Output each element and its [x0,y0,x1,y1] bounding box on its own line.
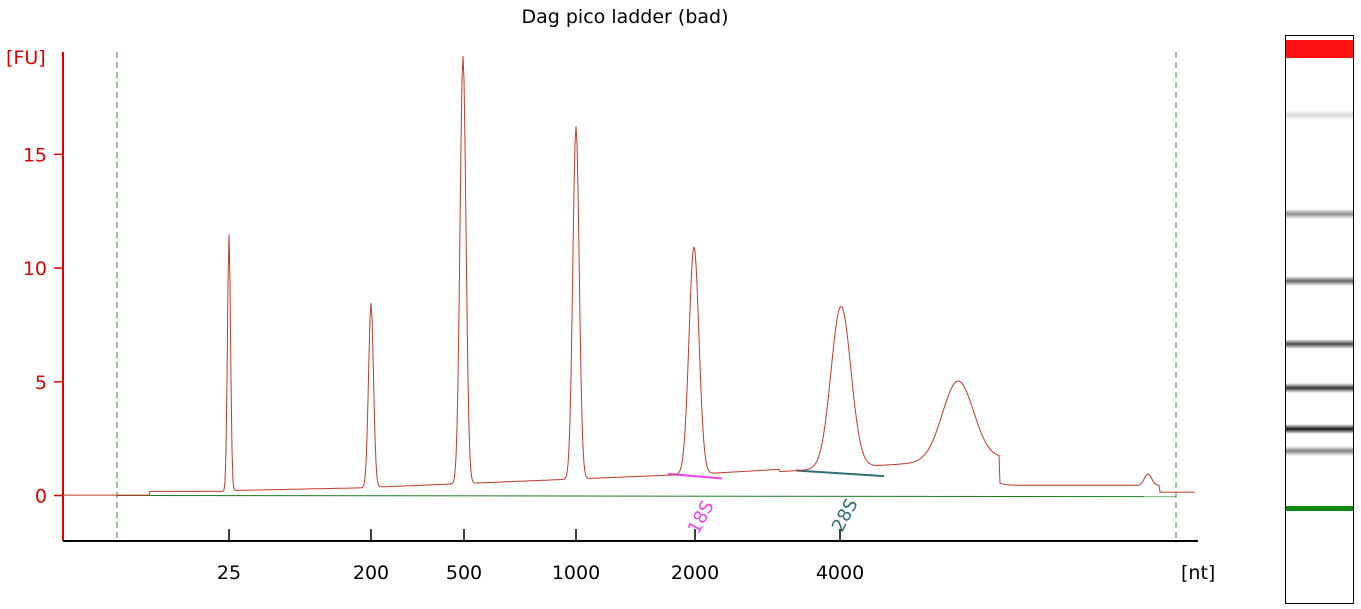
gel-band [1286,424,1353,434]
baseline-line [116,495,1177,498]
y-axis-label: [FU] [6,47,46,69]
x-axis-label: [nt] [1181,562,1215,584]
band-line-28S [795,469,885,478]
gel-top-marker [1286,40,1353,58]
y-tick-label-10: 10 [23,258,47,280]
y-tick-label-15: 15 [23,144,47,166]
trace-layer [63,55,1195,496]
gel-band [1286,276,1353,286]
gel-band [1286,338,1353,349]
band-label-18S: 18S [684,497,719,537]
gel-green-marker [1286,506,1353,511]
x-tick-label-25: 25 [217,562,241,584]
electropherogram-trace [63,55,1195,496]
gel-band [1286,209,1353,220]
x-tick-label-4000: 4000 [816,562,864,584]
axes-layer: 0 5 10 15 [FU] 25 200 500 1000 2000 4000 [nt] [6,47,1215,584]
electropherogram-plot: 0 5 10 15 [FU] 25 200 500 1000 2000 4000 [nt] 18S 28… [6,47,1215,584]
y-tick-label-0: 0 [35,486,47,508]
size-marker-layer: 18S 28S [667,469,885,538]
chart-title: Dag pico ladder (bad) [521,6,729,28]
gel-band [1286,446,1353,457]
gel-band [1286,109,1353,120]
x-tick-label-500: 500 [446,562,482,584]
x-tick-label-2000: 2000 [671,562,719,584]
gel-lane-image [1285,35,1354,604]
y-tick-label-5: 5 [35,372,47,394]
band-label-28S: 28S [828,495,863,535]
x-tick-label-1000: 1000 [552,562,600,584]
gel-band [1286,383,1353,394]
x-tick-label-200: 200 [353,562,389,584]
